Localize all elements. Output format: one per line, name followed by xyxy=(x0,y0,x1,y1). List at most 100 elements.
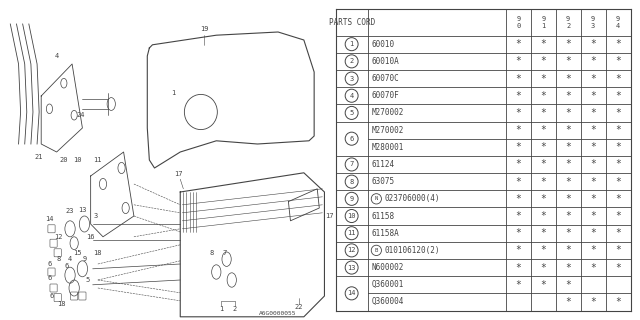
Text: 6: 6 xyxy=(47,276,52,281)
Text: 9
4: 9 4 xyxy=(616,16,620,29)
Text: *: * xyxy=(515,125,522,135)
Text: *: * xyxy=(565,228,571,238)
Text: *: * xyxy=(540,125,547,135)
Text: 6: 6 xyxy=(49,293,54,299)
Text: M270002: M270002 xyxy=(371,125,404,135)
Text: *: * xyxy=(540,228,547,238)
Text: *: * xyxy=(540,159,547,170)
Text: *: * xyxy=(515,211,522,221)
Text: *: * xyxy=(590,159,596,170)
Text: Q360001: Q360001 xyxy=(371,280,404,289)
Text: *: * xyxy=(565,159,571,170)
Text: *: * xyxy=(540,56,547,66)
Text: *: * xyxy=(615,39,621,49)
Text: *: * xyxy=(515,142,522,152)
Text: *: * xyxy=(590,108,596,118)
Text: *: * xyxy=(615,125,621,135)
Text: *: * xyxy=(590,228,596,238)
Text: *: * xyxy=(515,74,522,84)
Text: *: * xyxy=(540,91,547,101)
Text: 8: 8 xyxy=(349,179,354,185)
Text: 010106120(2): 010106120(2) xyxy=(385,246,440,255)
Text: 2: 2 xyxy=(349,58,354,64)
Text: *: * xyxy=(590,39,596,49)
Text: 60010A: 60010A xyxy=(371,57,399,66)
Text: 14: 14 xyxy=(348,290,356,296)
Text: *: * xyxy=(590,211,596,221)
Text: *: * xyxy=(540,280,547,290)
Text: *: * xyxy=(590,142,596,152)
Text: 12: 12 xyxy=(348,247,356,253)
Text: 17: 17 xyxy=(174,172,182,177)
Text: *: * xyxy=(540,142,547,152)
Text: 2: 2 xyxy=(233,306,237,312)
Text: *: * xyxy=(615,194,621,204)
Text: 9
1: 9 1 xyxy=(541,16,545,29)
Text: 60070C: 60070C xyxy=(371,74,399,83)
Text: *: * xyxy=(515,280,522,290)
Text: 9
3: 9 3 xyxy=(591,16,595,29)
Text: *: * xyxy=(565,177,571,187)
Text: N: N xyxy=(375,196,378,201)
Text: 9: 9 xyxy=(349,196,354,202)
Text: *: * xyxy=(615,74,621,84)
Text: 4: 4 xyxy=(68,256,72,262)
Text: 60070F: 60070F xyxy=(371,91,399,100)
Text: 6: 6 xyxy=(65,263,69,268)
Text: 5: 5 xyxy=(85,277,90,283)
Text: *: * xyxy=(515,91,522,101)
Text: 18: 18 xyxy=(58,301,66,307)
Text: 9: 9 xyxy=(83,256,86,262)
Text: 63075: 63075 xyxy=(371,177,394,186)
Text: *: * xyxy=(590,177,596,187)
Text: 60010: 60010 xyxy=(371,40,394,49)
Text: *: * xyxy=(540,39,547,49)
Text: *: * xyxy=(565,39,571,49)
Text: *: * xyxy=(565,108,571,118)
Text: 16: 16 xyxy=(86,234,95,240)
Text: *: * xyxy=(590,74,596,84)
Text: *: * xyxy=(615,263,621,273)
Text: 12: 12 xyxy=(54,234,63,240)
Text: 23: 23 xyxy=(66,208,74,214)
Text: 24: 24 xyxy=(76,112,84,118)
Text: 3: 3 xyxy=(349,76,354,82)
Text: *: * xyxy=(565,211,571,221)
Text: *: * xyxy=(565,245,571,255)
Text: *: * xyxy=(515,228,522,238)
Text: 4: 4 xyxy=(349,93,354,99)
Text: *: * xyxy=(590,297,596,307)
Text: 61158: 61158 xyxy=(371,212,394,220)
Text: 9
0: 9 0 xyxy=(516,16,520,29)
Text: *: * xyxy=(565,91,571,101)
Text: *: * xyxy=(565,263,571,273)
Text: *: * xyxy=(590,125,596,135)
Text: *: * xyxy=(540,263,547,273)
Text: *: * xyxy=(565,280,571,290)
Text: *: * xyxy=(515,39,522,49)
Text: 10: 10 xyxy=(348,213,356,219)
Text: *: * xyxy=(590,56,596,66)
Text: 20: 20 xyxy=(60,157,68,163)
Text: *: * xyxy=(540,177,547,187)
Text: *: * xyxy=(615,142,621,152)
Text: *: * xyxy=(565,125,571,135)
Text: *: * xyxy=(615,297,621,307)
Text: 10: 10 xyxy=(73,157,81,163)
Text: *: * xyxy=(515,194,522,204)
Text: 3: 3 xyxy=(93,213,98,219)
Text: 17: 17 xyxy=(326,213,334,219)
Text: M280001: M280001 xyxy=(371,143,404,152)
Text: 11: 11 xyxy=(348,230,356,236)
Text: 61158A: 61158A xyxy=(371,229,399,238)
Text: *: * xyxy=(515,159,522,170)
Text: *: * xyxy=(615,159,621,170)
Text: *: * xyxy=(565,56,571,66)
Text: M270002: M270002 xyxy=(371,108,404,117)
Text: 15: 15 xyxy=(73,250,81,256)
Text: 1: 1 xyxy=(220,306,223,312)
Text: 19: 19 xyxy=(200,26,208,32)
Text: *: * xyxy=(565,74,571,84)
Text: *: * xyxy=(590,245,596,255)
Text: *: * xyxy=(540,245,547,255)
